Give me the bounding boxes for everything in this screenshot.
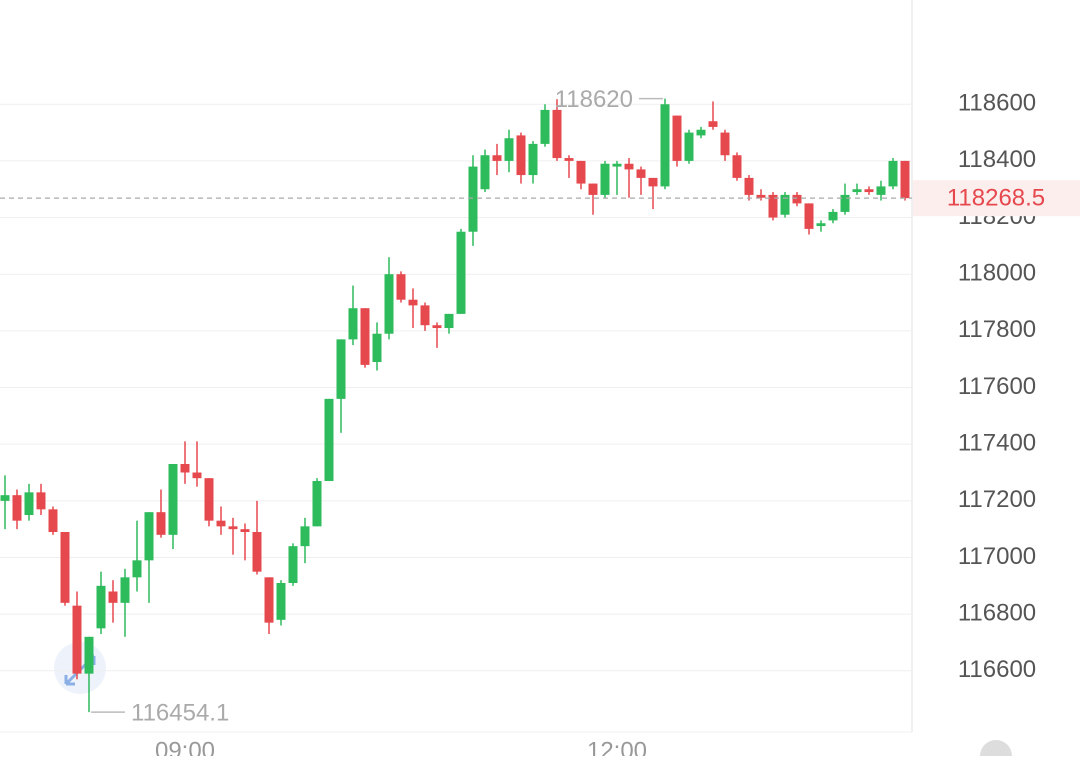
candle-body <box>288 546 298 583</box>
x-tick-label: 12:00 <box>587 737 647 756</box>
candle-body <box>264 577 274 623</box>
candle-body <box>660 104 670 187</box>
candle-body <box>228 526 238 530</box>
candle-body <box>48 509 58 533</box>
candle-body <box>12 495 22 521</box>
last-price-label: 118268.5 <box>947 184 1045 211</box>
y-tick-label: 116600 <box>958 656 1036 683</box>
candle-body <box>156 512 166 535</box>
candle-body <box>600 163 610 195</box>
candle-body <box>816 223 826 227</box>
grid <box>0 103 912 672</box>
candle-body <box>516 135 526 176</box>
candle-body <box>456 231 466 314</box>
candle-body <box>900 160 910 199</box>
candle-body <box>180 464 190 473</box>
candle-body <box>528 143 538 176</box>
y-tick-label: 116800 <box>958 599 1036 626</box>
candle-body <box>744 177 754 195</box>
last-price-bg <box>913 180 1080 217</box>
y-tick-label: 117800 <box>958 316 1036 343</box>
candle-body <box>684 132 694 161</box>
candle-body <box>36 492 46 510</box>
scroll-button[interactable] <box>980 740 1012 761</box>
y-tick-label: 118400 <box>958 146 1036 173</box>
candle-body <box>384 274 394 334</box>
candle-body <box>144 512 154 561</box>
candle-body <box>804 203 814 229</box>
candle-body <box>336 339 346 399</box>
candle-body <box>876 186 886 195</box>
candle-body <box>396 274 406 300</box>
y-tick-label: 117600 <box>958 373 1036 400</box>
candle-body <box>540 109 550 144</box>
candle-body <box>60 532 70 603</box>
candle-body <box>480 155 490 190</box>
candle-body <box>768 194 778 218</box>
candle-body <box>504 138 514 161</box>
y-tick-label: 117400 <box>958 430 1036 457</box>
candle-body <box>24 492 34 516</box>
y-tick-label: 117000 <box>958 543 1036 570</box>
candle-body <box>240 529 250 533</box>
y-tick-label: 118600 <box>958 90 1036 117</box>
candle-body <box>696 129 706 136</box>
candle-body <box>564 158 574 161</box>
candle-body <box>408 299 418 306</box>
candle-body <box>168 464 178 535</box>
candle-body <box>780 194 790 215</box>
candle-body <box>648 177 658 187</box>
candle-body <box>444 313 454 329</box>
candle-body <box>588 183 598 195</box>
candle-body <box>492 155 502 161</box>
candle-body <box>552 109 562 159</box>
candle-body <box>624 163 634 170</box>
candle-body <box>204 478 214 521</box>
low-label: 116454.1 <box>131 699 229 726</box>
candle-body <box>828 211 838 221</box>
candle-body <box>840 194 850 212</box>
candle-body <box>852 189 862 193</box>
candle-body <box>576 160 586 184</box>
candle-body <box>72 605 82 674</box>
candle-body <box>252 532 262 572</box>
candle-body <box>108 591 118 603</box>
candle-body <box>192 472 202 479</box>
candle-body <box>348 308 358 340</box>
candle-body <box>0 495 10 501</box>
candle-body <box>216 520 226 527</box>
high-label: 118620 <box>555 86 633 113</box>
candle-body <box>96 585 106 629</box>
candle-body <box>792 194 802 204</box>
candle-body <box>612 163 622 167</box>
candle-body <box>312 481 322 527</box>
candle-body <box>300 526 310 547</box>
candle-body <box>372 333 382 363</box>
candle-body <box>672 115 682 161</box>
candle-body <box>420 305 430 326</box>
candle-body <box>84 636 94 674</box>
y-tick-label: 117200 <box>958 486 1036 513</box>
y-tick-label: 118000 <box>958 260 1036 287</box>
x-tick-label: 09:00 <box>155 737 215 756</box>
candle-body <box>468 166 478 232</box>
candle-body <box>720 132 730 156</box>
candle-body <box>756 194 766 198</box>
candle-body <box>276 582 286 620</box>
candle-body <box>888 160 898 187</box>
candle-body <box>360 308 370 365</box>
candle-body <box>732 155 742 178</box>
candle-body <box>324 398 334 482</box>
candle-body <box>132 560 142 578</box>
candle-body <box>120 577 130 603</box>
candle-body <box>864 189 874 193</box>
candle-body <box>636 169 646 178</box>
candle-body <box>432 325 442 329</box>
candle-body <box>708 121 718 127</box>
